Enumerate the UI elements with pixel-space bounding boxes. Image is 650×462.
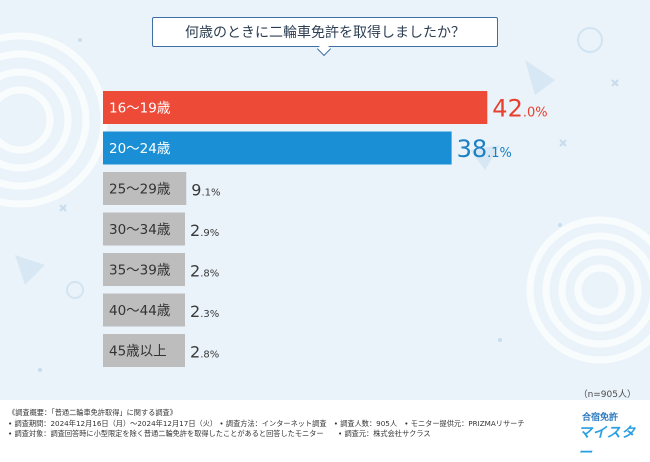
value-label: 9.1%: [191, 181, 220, 200]
value-label: 2.8%: [190, 343, 219, 362]
category-label: 40〜44歳: [109, 303, 171, 319]
sample-size-note: （n=905人）: [578, 390, 636, 400]
category-label: 16〜19歳: [109, 101, 171, 117]
chart-title: 何歳のときに二輪車免許を取得しましたか？: [152, 17, 498, 47]
category-label: 35〜39歳: [109, 263, 171, 279]
bar-chart: 16〜19歳 42.0% 20〜24歳 38.1% 25〜29歳 9.1% 30〜34歳 2.…: [103, 91, 548, 367]
category-label: 45歳以上: [109, 344, 167, 360]
bar: [103, 334, 185, 367]
value-label: 2.8%: [190, 262, 219, 281]
bar: [103, 293, 185, 327]
footer-line: 《調査概要：「普通二輪車免許取得」に関する調査》: [8, 408, 177, 417]
bar: [103, 172, 187, 205]
bar: [103, 212, 185, 246]
category-label: 25〜29歳: [109, 182, 171, 198]
bar: [103, 131, 452, 165]
logo-wordmark: マイスター: [578, 425, 636, 461]
brand-logo: 合宿免許 マイスター: [572, 410, 644, 461]
value-label: 38.1%: [457, 135, 512, 163]
category-label: 20〜24歳: [109, 141, 171, 157]
survey-footer: 《調査概要：「普通二輪車免許取得」に関する調査》 • 調査期間：2024年12月…: [8, 408, 568, 440]
category-label: 30〜34歳: [109, 222, 171, 238]
value-label: 2.9%: [190, 221, 219, 240]
bar: [103, 91, 488, 124]
footer-line: • 調査期間：2024年12月16日（月）〜2024年12月17日（火） • 調…: [8, 418, 525, 428]
logo-subtitle: 合宿免許: [582, 413, 619, 423]
bar: [103, 253, 185, 286]
chart-panel: 何歳のときに二輪車免許を取得しましたか？ 16〜19歳 42.0% 20〜24歳 38…: [0, 0, 650, 400]
value-label: 2.3%: [190, 302, 219, 321]
footer-line: • 調査対象：調査回答時に小型限定を除く普通二輪免許を取得したことがあると回答し…: [8, 429, 431, 438]
value-label: 42.0%: [492, 95, 547, 123]
